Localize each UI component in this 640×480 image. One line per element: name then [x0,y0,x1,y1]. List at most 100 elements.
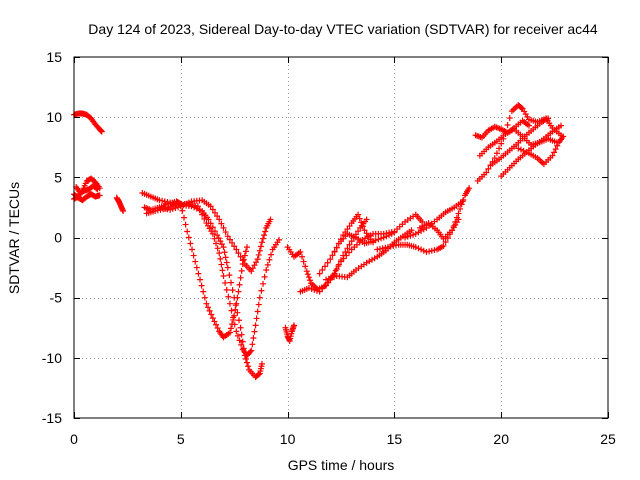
data-point [410,231,417,238]
y-tick-label: 5 [54,169,62,185]
data-point [201,294,208,301]
data-point [164,206,171,213]
series-arc-22 [487,115,552,169]
data-point [211,318,218,325]
data-point [218,220,225,227]
series-arc-5 [113,194,127,215]
data-point [308,285,315,292]
data-point [299,253,306,260]
data-point [365,233,372,240]
x-tick-labels: 0 5 10 15 20 25 [70,431,616,447]
data-point [159,197,166,204]
data-point [343,252,350,259]
data-point [327,256,334,263]
x-tick-label: 20 [493,431,509,447]
data-point [483,169,490,176]
data-point [183,200,190,207]
data-point [412,244,419,251]
data-point [216,216,223,223]
data-point [262,228,269,235]
y-tick-labels: -15 -10 -5 0 5 10 15 [42,49,62,426]
data-point [258,239,265,246]
data-marks [71,102,567,381]
data-point [346,223,353,230]
data-point [356,215,363,222]
data-point [249,341,256,348]
data-point [182,221,189,228]
data-point [321,282,328,289]
data-point [236,337,243,344]
data-point [560,133,567,140]
data-point [198,282,205,289]
data-point [305,274,312,281]
y-tick-label: -15 [42,410,62,426]
data-point [169,205,176,212]
data-point [94,186,101,193]
data-point [378,235,385,242]
data-point [244,359,251,366]
series-arc-18 [417,216,462,242]
data-point [256,294,263,301]
data-point [227,279,234,286]
data-point [331,248,338,255]
data-point [333,244,340,251]
data-point [549,152,556,159]
series-arc-23 [498,122,565,180]
data-point [239,338,246,345]
data-point [335,263,342,270]
data-point [374,246,381,253]
data-point [217,255,224,262]
data-point [523,149,530,156]
data-point [361,227,368,234]
data-point [192,202,199,209]
data-point [493,150,500,157]
data-point [233,328,240,335]
data-point [331,273,338,280]
data-point [459,198,466,205]
data-point [197,207,204,214]
data-point [457,205,464,212]
data-point [185,234,192,241]
data-point [224,264,231,271]
data-point [229,239,236,246]
data-point [520,147,527,154]
data-point [159,205,166,212]
data-point [209,230,216,237]
data-point [216,250,223,257]
data-point [213,321,220,328]
data-point [387,243,394,250]
data-point [442,239,449,246]
data-point [255,251,262,258]
data-point [172,205,179,212]
data-point [248,268,255,275]
data-point [203,300,210,307]
data-point [257,243,264,250]
data-point [358,219,365,226]
series-arc-7 [141,198,251,341]
data-point [316,270,323,277]
data-point [518,104,525,111]
data-point [404,233,411,240]
data-point [96,192,103,199]
data-point [485,165,492,172]
data-point [181,214,188,221]
data-point [551,149,558,156]
data-point [227,325,234,332]
data-point [207,203,214,210]
data-point [375,236,382,243]
data-point [355,211,362,218]
data-point [338,236,344,243]
data-point [504,121,511,128]
data-point [348,238,355,245]
data-point [194,203,201,210]
data-point [238,267,245,274]
data-point [253,315,260,322]
ticks [74,57,609,419]
data-point [515,145,522,152]
data-point [242,356,249,363]
data-point [220,273,227,280]
data-point [338,258,344,265]
series-arc-4 [73,182,101,196]
data-point [258,287,265,294]
data-point [253,259,260,266]
